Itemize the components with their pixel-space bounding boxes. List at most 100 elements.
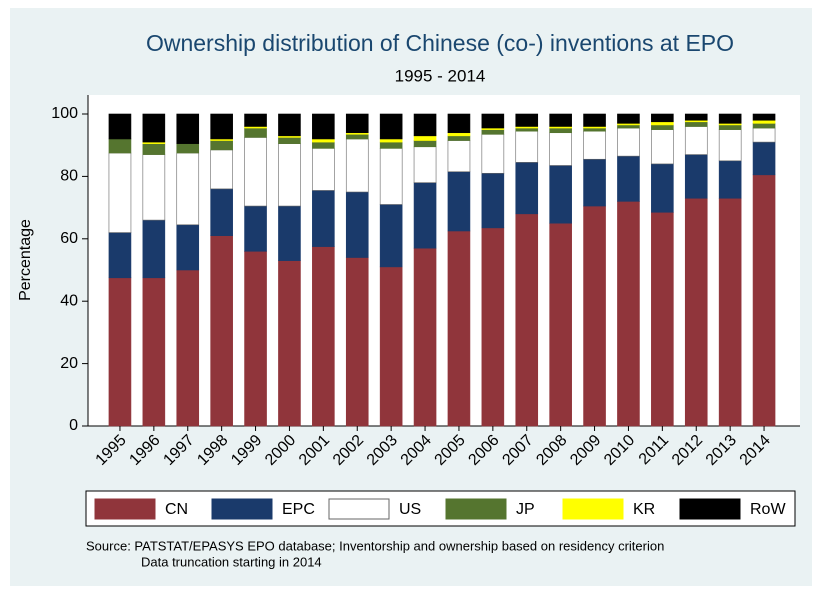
bar-segment [108,113,132,140]
bar-segment [142,154,166,221]
bar-segment [617,201,640,427]
bar-segment [345,257,369,427]
bar-segment [210,149,233,190]
bar-segment [312,138,335,143]
bar-segment [108,232,132,279]
y-tick-label: 0 [69,417,78,434]
bar-segment [345,138,369,193]
bar-segment [481,113,505,129]
bar-segment [617,113,640,124]
bar-segment [617,124,640,129]
bar-segment [413,146,437,183]
bar-segment [515,113,539,127]
bar-segment [379,141,403,149]
bar-segment [684,121,708,127]
bar-segment [345,113,369,134]
bar-segment [583,158,606,207]
bar-segment [752,119,776,124]
bar-segment [413,135,437,141]
bar-segment [176,152,200,226]
bar-segment [312,190,335,247]
source-note: Source: PATSTAT/EPASYS EPO database; Inv… [86,538,664,553]
bar-segment [312,141,335,149]
legend-label: KR [633,501,655,518]
bar-segment [379,113,403,140]
bar-segment [244,113,267,127]
bar-segment [244,250,267,427]
legend-swatch [445,498,507,520]
bar-segment [142,277,166,427]
bar-segment [447,135,471,141]
bar-segment [447,230,471,427]
plot-area [88,95,800,426]
bar-segment [583,113,606,127]
bar-segment [481,133,505,174]
bar-segment [515,162,539,215]
bar-segment [651,211,674,427]
legend-label: RoW [750,501,786,518]
bar-segment [176,269,200,427]
bar-segment [142,113,166,143]
bar-segment [278,260,301,427]
y-tick-label: 40 [60,292,78,309]
bar-segment [651,113,674,123]
bar-segment [413,140,437,148]
bar-segment [447,171,471,232]
bar-segment [515,127,539,132]
bar-segment [210,113,233,140]
bar-segment [278,137,301,144]
legend-box [85,490,796,527]
bar-segment [210,235,233,427]
bar-segment [379,148,403,205]
bar-segment [413,113,437,137]
bar-segment [617,155,640,202]
bar-segment [684,197,708,427]
y-tick-label: 80 [60,168,78,185]
bar-segment [244,137,267,207]
bar-segment [549,165,572,224]
bar-segment [176,224,200,271]
bar-segment [176,113,200,144]
bar-segment [142,143,166,155]
legend-label: US [399,501,421,518]
bar-segment [481,129,505,135]
bar-segment [718,197,742,427]
bar-segment [549,222,572,427]
legend-label: EPC [282,501,315,518]
bar-segment [684,113,708,121]
bar-segment [549,132,572,166]
bar-segment [108,138,132,154]
bar-segment [345,133,369,140]
legend-swatch [94,498,156,520]
bar-segment [447,140,471,173]
bar-segment [481,227,505,427]
bar-segment [651,124,674,130]
bar-segment [752,123,776,129]
bar-segment [718,113,742,124]
bar-segment [312,148,335,191]
bar-segment [583,130,606,160]
bar-segment [108,277,132,427]
bar-segment [447,113,471,134]
chart-title: Ownership distribution of Chinese (co-) … [146,30,734,56]
bar-segment [752,141,776,176]
bar-segment [312,246,335,427]
bar-segment [651,129,674,165]
bar-segment [515,213,539,427]
legend-swatch [211,498,273,520]
y-tick-label: 100 [51,105,78,122]
legend-label: JP [516,501,535,518]
bar-segment [379,138,403,143]
bar-segment [718,129,742,162]
bar-segment [278,143,301,207]
bar-segment [278,113,301,137]
bar-segment [312,113,335,140]
legend-label: CN [165,501,188,518]
bar-segment [549,113,572,127]
bar-segment [651,121,674,126]
bar-segment [379,204,403,268]
bar-segment [210,188,233,236]
bar-segment [617,127,640,157]
y-axis-title: Percentage [17,219,34,301]
